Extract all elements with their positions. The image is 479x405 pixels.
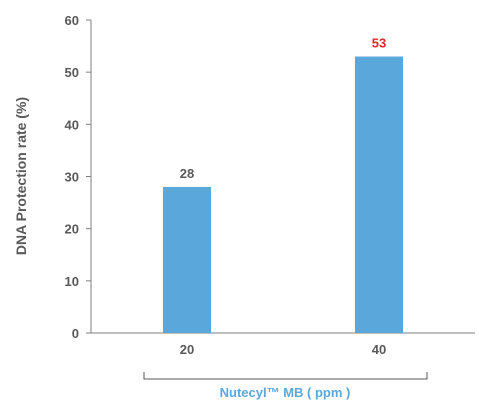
x-axis-bracket xyxy=(144,372,427,379)
bars xyxy=(163,57,403,333)
y-ticks: 0 10 20 30 40 50 60 xyxy=(65,13,91,341)
x-ticks: 20 40 xyxy=(180,342,386,357)
bar-20 xyxy=(163,187,211,333)
x-tick-label-20: 20 xyxy=(180,342,194,357)
y-tick-label: 30 xyxy=(65,170,79,185)
x-axis: 20 40 xyxy=(91,333,475,357)
y-tick-label: 10 xyxy=(65,274,79,289)
bar-40 xyxy=(355,57,403,333)
y-tick-label: 50 xyxy=(65,65,79,80)
x-axis-title: Nutecyl™ MB ( ppm ) xyxy=(220,385,351,400)
y-tick-label: 20 xyxy=(65,222,79,237)
x-tick-label-40: 40 xyxy=(372,342,386,357)
y-axis-title: DNA Protection rate (%) xyxy=(13,97,29,255)
y-tick-label: 0 xyxy=(72,326,79,341)
y-tick-label: 40 xyxy=(65,117,79,132)
y-tick-label: 60 xyxy=(65,13,79,28)
y-axis: 0 10 20 30 40 50 60 xyxy=(65,13,91,341)
data-label-20: 28 xyxy=(180,166,194,181)
data-label-40: 53 xyxy=(372,36,386,51)
